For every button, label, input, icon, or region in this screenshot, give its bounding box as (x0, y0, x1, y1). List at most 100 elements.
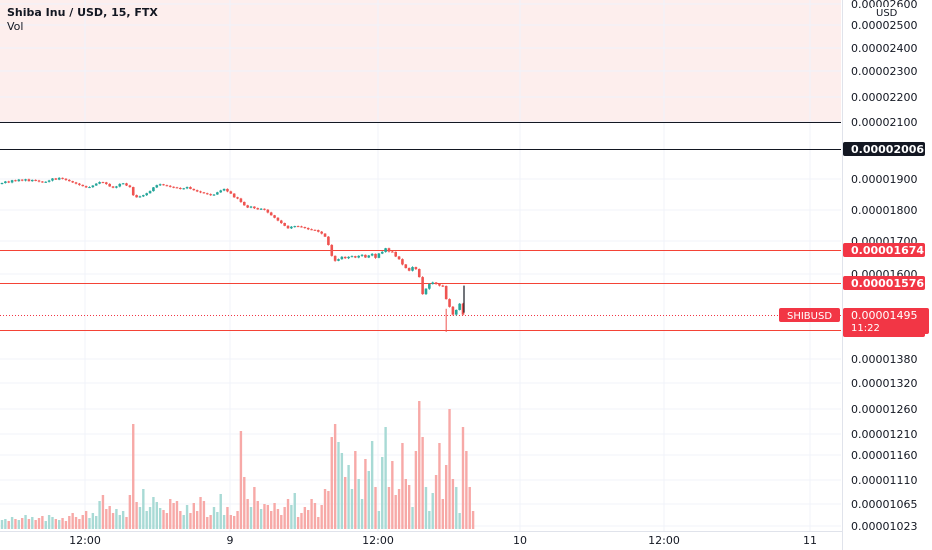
volume-bar (229, 515, 233, 529)
candle-body (195, 190, 199, 192)
volume-bar (195, 511, 199, 529)
last-price-value: 0.00001495 (851, 309, 917, 322)
candle-body (226, 188, 229, 192)
time-tick-label: 11 (803, 534, 817, 547)
candle-body (239, 198, 243, 202)
volume-bar (10, 517, 14, 529)
price-tick-label: 0.00002500 (851, 19, 917, 32)
price-level-badge-text: 0.00002006 (851, 143, 924, 156)
candle-body (357, 255, 360, 258)
volume-bar (17, 520, 21, 529)
volume-bar (384, 427, 387, 529)
candle-body (216, 192, 219, 195)
candle-body (323, 233, 327, 237)
candle-body (158, 184, 162, 186)
time-tick-label: 9 (227, 534, 234, 547)
candle-body (461, 303, 465, 315)
shaded-zone (0, 0, 841, 122)
candle-body (276, 217, 280, 221)
candle-body (441, 285, 445, 287)
candle-body (115, 186, 118, 188)
candle-body (74, 182, 78, 184)
candle-body (350, 256, 354, 258)
price-tick-label: 0.00001110 (851, 474, 917, 487)
volume-bar (323, 489, 327, 529)
volume-bar (105, 509, 108, 529)
volume-bar (101, 495, 105, 529)
price-tick-label: 0.00001800 (851, 204, 917, 217)
candle-body (105, 182, 108, 184)
price-tick-label: 0.00001023 (851, 520, 917, 533)
volume-bar (448, 409, 451, 529)
price-tick-label: 0.00002600 (851, 0, 917, 11)
volume-bar (61, 518, 64, 529)
candle-body (98, 182, 101, 184)
volume-bar (259, 509, 263, 529)
candle-body (128, 185, 132, 188)
candle-body (138, 196, 142, 198)
candle-body (222, 188, 226, 191)
volume-bar (374, 487, 377, 529)
price-axis[interactable] (842, 0, 932, 550)
candle-body (0, 183, 4, 185)
candle-body (411, 267, 414, 271)
volume-bar (293, 493, 296, 529)
candle-body (374, 253, 377, 258)
volume-bar (307, 510, 310, 529)
time-tick-label: 12:00 (648, 534, 680, 547)
volume-bar (148, 507, 152, 529)
candle-body (78, 183, 81, 185)
volume-bar (455, 487, 458, 529)
candle-body (179, 187, 182, 189)
volume-bar (44, 521, 47, 529)
candle-body (51, 178, 54, 181)
candle-body (27, 179, 31, 182)
volume-bar (394, 495, 397, 529)
candle-body (273, 215, 276, 218)
price-level-badge-text: 0.00001576 (851, 277, 924, 290)
volume-bar (357, 479, 360, 529)
candle-body (81, 184, 85, 187)
volume-bar (172, 503, 175, 529)
candle-body (135, 195, 138, 198)
volume-bar (51, 517, 54, 529)
volume-bar (428, 511, 431, 529)
volume-bar (407, 485, 411, 529)
last-price-badge (843, 308, 929, 334)
candle-body (229, 191, 233, 194)
time-tick-label: 10 (513, 534, 527, 547)
volume-bar (461, 427, 465, 529)
candle-body (458, 303, 461, 310)
candle-body (347, 256, 350, 259)
volume-bar (344, 477, 347, 529)
candle-body (84, 186, 88, 188)
price-tick-label: 0.00002200 (851, 91, 917, 104)
volume-bar (414, 451, 418, 529)
price-tick-label: 0.00001065 (851, 498, 917, 511)
volume-bar (340, 453, 344, 529)
candle-body (44, 181, 48, 183)
candle-body (232, 193, 236, 198)
volume-bar (317, 517, 320, 529)
volume-bar (162, 510, 165, 529)
volume-bar (121, 511, 125, 529)
candle-body (125, 183, 128, 186)
candle-body (397, 256, 401, 260)
volume-bar (370, 441, 374, 529)
candle-body (17, 179, 21, 182)
candle-body (30, 179, 34, 182)
volume-bar (364, 459, 367, 529)
volume-bar (387, 487, 391, 529)
volume-bar (78, 519, 81, 529)
candle-body (286, 225, 290, 229)
time-tick-label: 12:00 (362, 534, 394, 547)
volume-bar (434, 475, 438, 529)
candle-body (152, 187, 155, 192)
volume-bar (444, 465, 448, 529)
time-axis[interactable] (0, 531, 842, 550)
volume-bar (226, 507, 229, 529)
price-tick-label: 0.00002300 (851, 65, 917, 78)
candle-body (337, 259, 340, 261)
candle-body (404, 264, 408, 269)
